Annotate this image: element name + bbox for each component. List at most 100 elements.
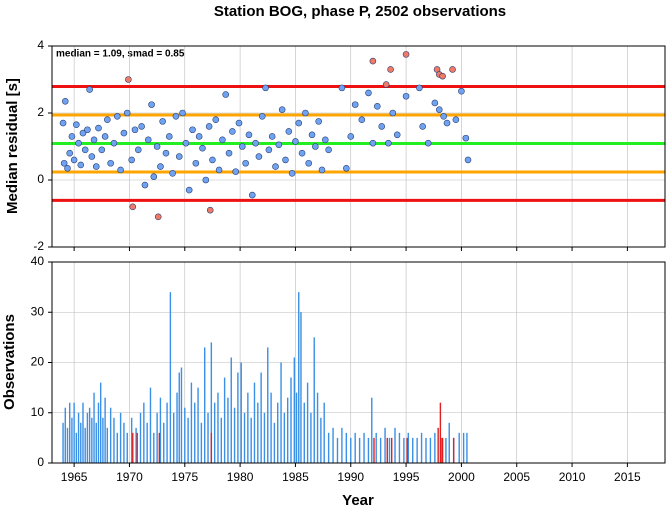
bar — [403, 437, 405, 463]
bar — [84, 427, 86, 463]
point — [206, 206, 214, 214]
bar — [210, 342, 213, 463]
bar — [230, 357, 232, 463]
bar — [390, 437, 393, 463]
bar — [116, 432, 118, 463]
point — [232, 168, 239, 175]
bar — [303, 402, 305, 463]
plot-frame — [51, 45, 666, 248]
point — [312, 143, 319, 150]
point — [315, 118, 322, 125]
bar — [91, 417, 93, 463]
x-tick-label: 1975 — [171, 470, 198, 484]
point — [295, 119, 303, 127]
bar — [445, 437, 447, 463]
point — [138, 123, 145, 130]
bar — [373, 437, 375, 463]
bar — [406, 437, 408, 463]
bar — [327, 432, 330, 463]
point — [387, 66, 394, 73]
point — [95, 124, 102, 132]
bar — [80, 422, 82, 463]
bar — [88, 407, 91, 463]
point — [128, 156, 135, 164]
bar — [462, 432, 465, 463]
bar — [439, 402, 442, 463]
bar — [227, 397, 229, 463]
point — [59, 119, 67, 127]
point — [443, 119, 451, 127]
point — [292, 138, 299, 145]
bar — [197, 387, 199, 463]
bar — [73, 402, 75, 463]
point — [255, 153, 263, 160]
bar — [166, 402, 168, 463]
bar — [71, 417, 73, 463]
bar — [448, 422, 450, 463]
point — [282, 156, 289, 164]
bar — [420, 432, 423, 463]
point — [285, 128, 293, 135]
point — [189, 126, 196, 134]
point — [235, 119, 243, 127]
point — [458, 87, 465, 95]
bar — [143, 402, 145, 463]
point — [265, 146, 273, 154]
bar — [375, 432, 377, 463]
point — [272, 163, 279, 170]
bar — [173, 412, 175, 463]
point — [86, 86, 93, 93]
bar — [93, 392, 95, 463]
x-tick-label: 1970 — [116, 470, 143, 484]
bar — [437, 427, 439, 463]
bar — [371, 397, 373, 463]
bar — [298, 292, 300, 463]
point — [242, 159, 249, 167]
point — [135, 146, 142, 154]
bar — [336, 437, 339, 463]
point — [382, 81, 390, 88]
point — [258, 113, 266, 120]
point — [157, 163, 164, 170]
point — [88, 153, 96, 160]
point — [165, 133, 173, 140]
y-tick-label: 20 — [31, 355, 45, 369]
point — [347, 133, 355, 140]
point — [452, 116, 460, 123]
point — [107, 159, 114, 167]
point — [104, 116, 111, 123]
point — [343, 164, 350, 172]
bar — [176, 392, 178, 463]
bar — [280, 362, 282, 463]
bar — [260, 372, 262, 463]
point — [385, 139, 392, 147]
point — [92, 163, 100, 170]
bar — [412, 437, 414, 463]
point — [75, 139, 82, 147]
bar — [293, 357, 296, 463]
bar — [178, 372, 180, 463]
y-tick-label: 2 — [37, 105, 44, 119]
point — [70, 156, 78, 164]
point — [153, 143, 161, 150]
bar — [159, 397, 162, 463]
bar — [180, 367, 183, 463]
point — [325, 146, 332, 154]
point — [393, 131, 401, 139]
bar — [123, 422, 125, 463]
y-tick-label: 0 — [37, 455, 44, 469]
bar — [200, 422, 203, 463]
point — [219, 136, 226, 144]
x-tick-label: 2010 — [559, 470, 586, 484]
bar — [95, 422, 97, 463]
bar — [273, 422, 276, 463]
plot-frame — [51, 261, 666, 464]
bar — [270, 392, 272, 463]
bar — [295, 392, 298, 463]
bar — [440, 437, 443, 463]
point — [229, 128, 236, 135]
point — [172, 113, 180, 120]
x-axis-label: Year — [342, 492, 374, 509]
point — [131, 126, 139, 134]
point — [179, 109, 186, 117]
